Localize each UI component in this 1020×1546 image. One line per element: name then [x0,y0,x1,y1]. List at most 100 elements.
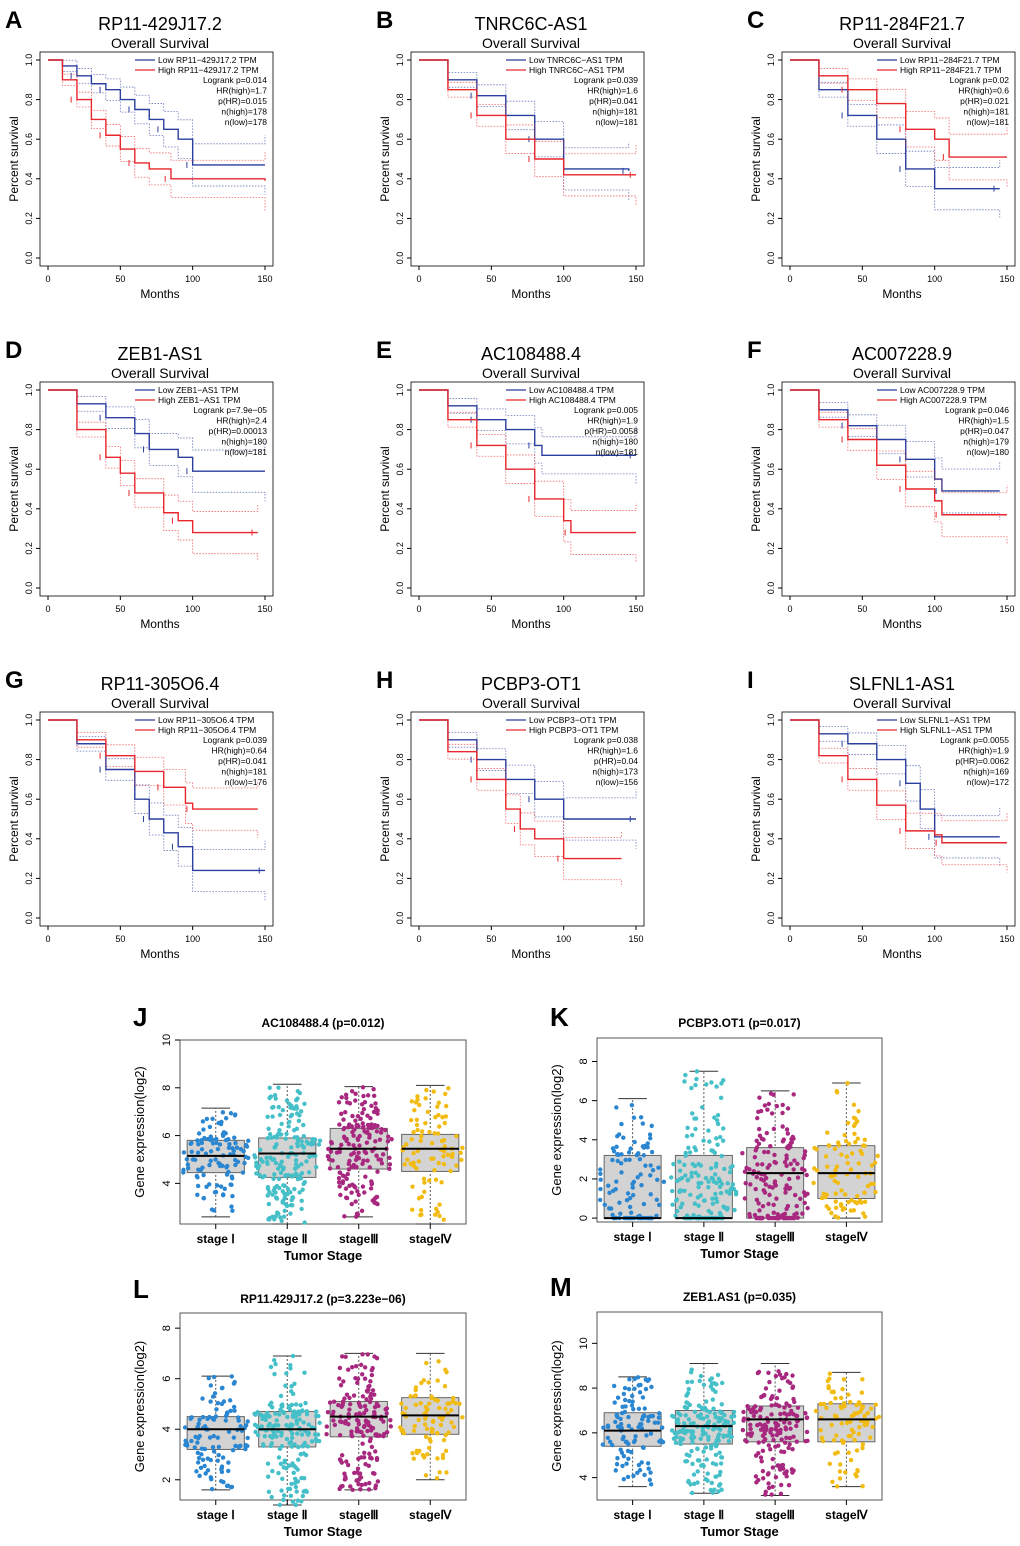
data-point [336,1402,341,1408]
data-point [831,1437,837,1443]
data-point [413,1387,418,1393]
x-tick-label: 100 [927,274,942,284]
data-point [339,1095,344,1100]
data-point [702,1198,707,1203]
data-point [358,1362,364,1368]
data-point [344,1138,349,1144]
data-point [203,1471,208,1476]
data-point [773,1427,778,1432]
data-point [432,1131,437,1136]
data-point [276,1085,281,1090]
data-point [862,1143,867,1148]
data-point [236,1444,241,1449]
data-point [621,1454,627,1459]
y-tick-label: 0.8 [766,753,776,766]
data-point [859,1390,865,1395]
data-point [280,1476,285,1482]
data-point [645,1145,650,1150]
legend-entry: High TNRC6C−AS1 TPM [529,65,624,75]
x-axis-label: Months [882,617,921,631]
data-point [788,1215,794,1221]
data-point [222,1186,227,1192]
data-point [289,1112,295,1117]
stat-text: n(high)=181 [592,107,638,117]
data-point [831,1389,836,1394]
x-tick-label: 0 [45,274,50,284]
data-point [382,1431,387,1437]
data-point [861,1211,866,1216]
y-tick-label: 8 [578,1385,590,1391]
data-point [300,1493,306,1499]
data-point [230,1447,236,1453]
y-tick-label: 1.0 [766,384,776,397]
y-tick-label: 4 [161,1426,173,1432]
data-point [689,1367,694,1372]
data-point [221,1479,226,1485]
data-point [293,1158,299,1163]
data-point [293,1172,299,1177]
chart-subtitle: Overall Survival [111,365,209,381]
stat-text: HR(high)=0.64 [211,746,267,756]
data-point [213,1414,219,1419]
x-tick-label: 0 [787,604,792,614]
data-point [352,1127,357,1132]
data-point [415,1148,421,1154]
x-tick-label: 150 [999,604,1014,614]
data-point [706,1185,711,1190]
data-point [295,1431,300,1436]
stat-text: n(high)=181 [963,107,1009,117]
data-point [692,1116,697,1121]
data-point [627,1398,632,1404]
x-tick-label: stageⅢ [339,1508,379,1522]
data-point [232,1157,238,1163]
data-point [761,1188,766,1193]
data-point [281,1183,286,1188]
y-tick-label: 0.2 [766,542,776,555]
data-point [306,1170,312,1175]
y-tick-label: 0.0 [24,912,34,925]
data-point [725,1205,730,1211]
data-point [669,1188,675,1194]
data-point [376,1157,381,1162]
data-point [622,1385,628,1391]
data-point [317,1138,323,1143]
data-point [261,1443,266,1448]
data-point [288,1493,294,1499]
data-point [846,1141,852,1147]
data-point [865,1410,870,1416]
data-point [295,1096,300,1101]
x-axis-label: Months [511,617,550,631]
data-point [614,1461,620,1467]
data-point [646,1418,651,1424]
data-point [267,1085,272,1091]
data-point [353,1091,358,1096]
data-point [675,1420,681,1426]
data-point [804,1429,810,1435]
y-tick-label: 0.6 [766,463,776,476]
data-point [414,1122,420,1128]
data-point [339,1460,345,1465]
survival-curve-high [48,389,258,534]
data-point [814,1147,819,1152]
data-point [276,1470,281,1476]
data-point [316,1413,321,1419]
data-point [336,1175,342,1181]
data-point [313,1436,319,1442]
data-point [682,1079,687,1084]
data-point [704,1414,710,1419]
data-point [411,1456,416,1461]
data-point [293,1480,298,1486]
data-point [430,1419,436,1425]
data-point [755,1422,760,1428]
data-point [435,1378,440,1383]
data-point [276,1176,282,1182]
confidence-band-high [419,389,637,563]
y-tick-label: 0 [578,1215,590,1221]
data-point [287,1440,292,1446]
x-axis-label: Months [140,947,179,961]
data-point [297,1190,302,1195]
y-tick-label: 1.0 [395,384,405,397]
data-point [804,1172,809,1178]
data-point [687,1402,693,1408]
data-point [842,1206,847,1211]
